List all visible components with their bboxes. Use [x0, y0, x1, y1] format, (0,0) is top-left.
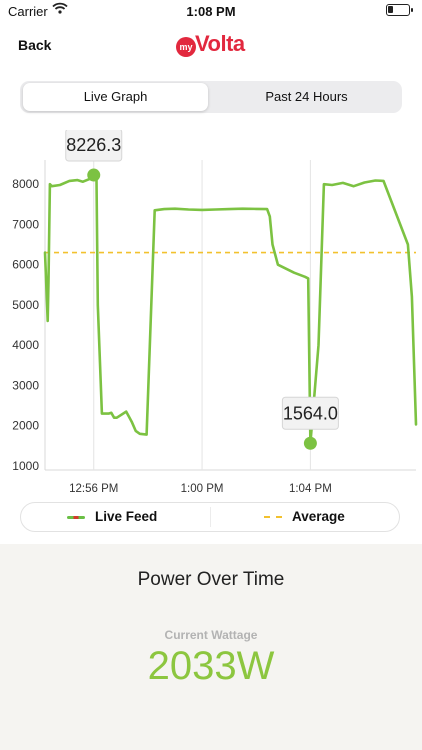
power-chart: 1000 2000 3000 4000 5000 6000 7000 8000 12:56 PM… — [12, 130, 418, 495]
live-feed-swatch — [67, 516, 85, 519]
annotation-dot — [303, 436, 317, 450]
carrier-label: Carrier — [8, 4, 48, 19]
x-tick-label: 1:00 PM — [181, 483, 224, 495]
status-bar: Carrier 1:08 PM — [0, 0, 422, 24]
legend-average-label: Average — [292, 509, 345, 524]
average-swatch — [264, 516, 282, 518]
chart-legend: Live Feed Average — [20, 502, 400, 532]
view-segmented-control: Live Graph Past 24 Hours — [20, 81, 402, 113]
x-tick-label: 1:04 PM — [289, 483, 332, 495]
tab-live-graph[interactable]: Live Graph — [23, 83, 208, 111]
tab-past-24-hours[interactable]: Past 24 Hours — [265, 89, 348, 104]
annotation-dot — [87, 168, 101, 182]
annotation-box — [281, 396, 339, 430]
nav-bar: Back my Volta — [0, 26, 422, 66]
y-tick-label: 8000 — [12, 177, 39, 191]
x-tick-label: 12:56 PM — [69, 483, 118, 495]
peak-annotation: 8226.3 — [65, 130, 123, 182]
annotation-box — [65, 130, 123, 162]
current-wattage-value: 2033W — [147, 644, 275, 688]
y-tick-label: 4000 — [12, 338, 39, 352]
wifi-icon — [52, 2, 68, 17]
back-button[interactable]: Back — [18, 37, 52, 53]
panel-title: Power Over Time — [137, 569, 285, 590]
logo-text: Volta — [195, 31, 245, 56]
y-tick-label: 1000 — [12, 459, 39, 473]
legend-live-feed-label: Live Feed — [95, 509, 158, 524]
live-feed-line — [43, 177, 418, 445]
battery-icon — [386, 4, 413, 16]
y-tick-label: 6000 — [12, 258, 39, 272]
summary-panel: Power Over Time Current Wattage 2033W — [0, 544, 422, 750]
status-time: 1:08 PM — [186, 4, 236, 19]
annotation-label: 1564.0 — [283, 403, 338, 423]
annotation-label: 8226.3 — [66, 135, 121, 155]
y-tick-label: 7000 — [12, 217, 39, 231]
y-tick-label: 3000 — [12, 378, 39, 392]
y-tick-label: 2000 — [12, 419, 39, 433]
y-tick-label: 5000 — [12, 298, 39, 312]
low-annotation: 1564.0 — [281, 396, 339, 450]
current-wattage-label: Current Wattage — [164, 628, 258, 642]
legend-divider — [210, 507, 211, 527]
logo-badge: my — [176, 37, 196, 57]
